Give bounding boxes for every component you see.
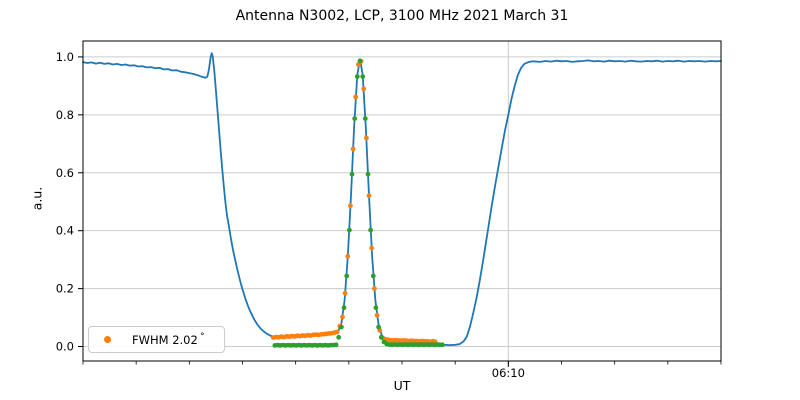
legend-marker-circle-icon <box>104 336 111 343</box>
gaussian-fit-point <box>360 74 366 79</box>
gaussian-fit-point <box>378 334 384 340</box>
gaussian-fit-point <box>349 171 355 177</box>
gaussian-fit-point <box>370 273 376 279</box>
gaussian-fit-point <box>341 305 347 311</box>
x-axis-label: UT <box>393 378 411 393</box>
drift-scan-data-point <box>353 94 359 100</box>
antenna-signal-line <box>82 52 722 346</box>
degree-symbol: ° <box>200 332 205 343</box>
gaussian-fit-point <box>344 273 350 279</box>
gaussian-fit-point <box>336 334 342 340</box>
drift-scan-data-point <box>372 286 377 291</box>
gaussian-fit-point <box>347 227 352 233</box>
drift-scan-data-point <box>342 290 348 296</box>
y-axis-label: a.u. <box>29 186 45 211</box>
gaussian-fit-point <box>365 171 371 177</box>
y-tick-label: 0.2 <box>56 282 74 296</box>
drift-scan-data-point <box>369 245 375 251</box>
drift-scan-data-point <box>340 314 345 320</box>
legend-label: FWHM 2.02 ° <box>132 332 205 347</box>
gaussian-fit-point <box>357 58 363 64</box>
drift-scan-data-point <box>348 203 353 209</box>
gaussian-fit-point <box>440 342 445 348</box>
y-tick-label: 1.0 <box>56 50 74 64</box>
gaussian-fit-point <box>333 342 339 348</box>
y-tick-label: 0.4 <box>56 224 74 238</box>
y-tick-label: 0.8 <box>56 108 74 122</box>
plot-frame <box>82 40 722 362</box>
drift-scan-data-point <box>334 329 340 335</box>
drift-scan-data-point <box>374 312 380 318</box>
page-title: Antenna N3002, LCP, 3100 MHz 2021 March … <box>235 8 569 24</box>
gaussian-fit-point <box>339 324 344 330</box>
y-tick-label: 0.0 <box>56 340 74 354</box>
gaussian-fit-point <box>373 305 379 311</box>
legend: FWHM 2.02 ° <box>88 326 225 353</box>
gaussian-fit-point <box>354 74 360 79</box>
drift-scan-data-point <box>364 135 369 141</box>
drift-scan-data-point <box>366 193 372 199</box>
x-tick-label: 06:10 <box>491 366 525 380</box>
gaussian-fit-point <box>376 324 381 330</box>
y-tick-label: 0.6 <box>56 166 74 180</box>
gaussian-fit-point <box>362 116 368 121</box>
gaussian-fit-point <box>368 227 373 233</box>
drift-scan-data-point <box>345 253 351 259</box>
drift-scan-data-point <box>350 146 356 152</box>
gaussian-fit-point <box>352 116 358 121</box>
drift-scan-data-point <box>361 86 367 92</box>
